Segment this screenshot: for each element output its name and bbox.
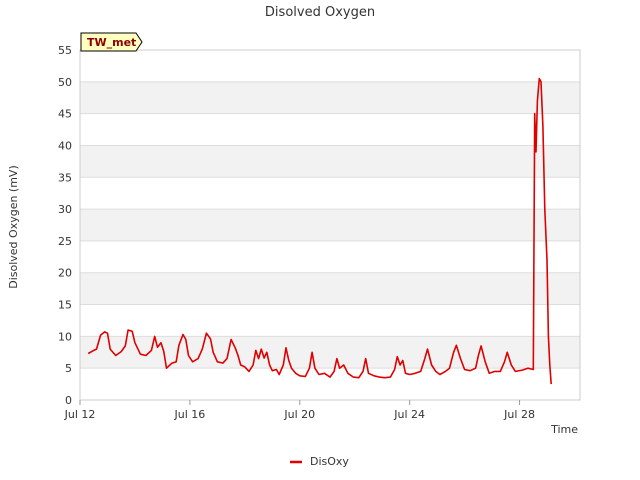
x-tick-label: Jul 24: [393, 408, 425, 421]
x-tick-label: Jul 20: [283, 408, 315, 421]
x-tick-label: Jul 12: [64, 408, 96, 421]
y-tick-label: 30: [58, 203, 72, 216]
plot-band: [80, 272, 580, 305]
chart-title: Disolved Oxygen: [265, 5, 375, 20]
plot-band: [80, 209, 580, 241]
series-lines: [87, 77, 552, 385]
plot-band: [80, 145, 580, 178]
y-tick-label: 10: [58, 330, 72, 343]
station-badge-label: TW_met: [87, 36, 136, 49]
y-tick-label: 5: [65, 362, 72, 375]
plot-band: [80, 336, 580, 369]
x-tick-label: Jul 16: [174, 408, 206, 421]
y-tick-label: 45: [58, 108, 72, 121]
y-tick-label: 55: [58, 44, 72, 57]
legend: DisOxy: [290, 455, 349, 468]
y-axis-label: Disolved Oxygen (mV): [7, 165, 20, 289]
plot-bands: [80, 81, 580, 369]
y-tick-label: 0: [65, 394, 72, 407]
station-badge: TW_met: [80, 32, 143, 52]
plot-band: [80, 81, 580, 114]
y-tick-label: 20: [58, 267, 72, 280]
x-axis-label: Time: [550, 423, 578, 436]
x-axis-ticks: Jul 12 Jul 16 Jul 20 Jul 24 Jul 28: [64, 400, 535, 421]
y-tick-label: 35: [58, 171, 72, 184]
y-tick-label: 25: [58, 235, 72, 248]
series-line-disoxy: [87, 77, 552, 385]
station-badge-shape: [80, 32, 143, 52]
legend-label-disoxy: DisOxy: [310, 455, 349, 468]
plot-frame: [79, 49, 581, 401]
y-axis-ticks: 0 5 10 15 20 25 30 35 40 45 50 55: [58, 44, 72, 407]
y-tick-label: 40: [58, 139, 72, 152]
y-tick-label: 15: [58, 299, 72, 312]
x-tick-label: Jul 28: [503, 408, 535, 421]
y-tick-label: 50: [58, 76, 72, 89]
